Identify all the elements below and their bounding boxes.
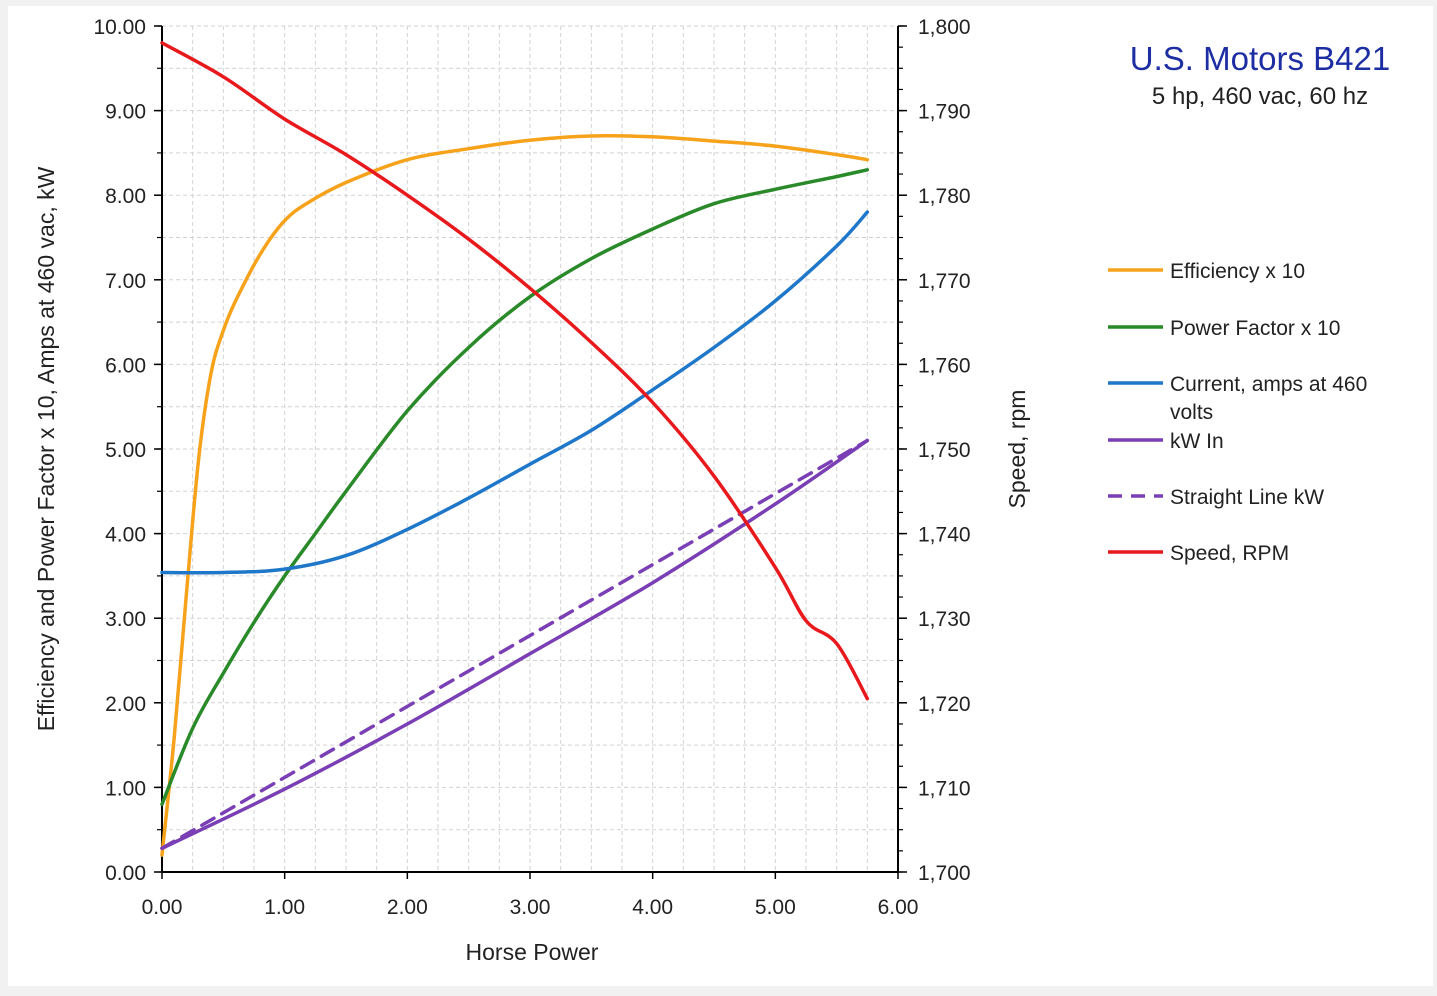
- y-tick-label: 4.00: [105, 524, 146, 547]
- legend-label-line: volts: [1170, 401, 1213, 424]
- y2-tick-label: 1,710: [918, 777, 971, 800]
- series-line-straight-line-kw: [160, 438, 870, 851]
- y-tick-label: 3.00: [105, 608, 146, 631]
- x-axis-title: Horse Power: [466, 939, 599, 965]
- x-tick-label: 6.00: [878, 896, 919, 919]
- chart-subtitle: 5 hp, 460 vac, 60 hz: [1152, 83, 1368, 110]
- legend-label-kw-in: kW In: [1170, 430, 1224, 453]
- series-line-efficiency-x-10: [160, 134, 870, 857]
- legend: Efficiency x 10 Power Factor x 10 Current,…: [1108, 260, 1367, 565]
- series-layer: [160, 41, 870, 857]
- legend-label-straight-line-kw: Straight Line kW: [1170, 486, 1324, 509]
- x-tick-label: 5.00: [755, 896, 796, 919]
- y-tick-label: 8.00: [105, 185, 146, 208]
- y-tick-label: 1.00: [105, 777, 146, 800]
- y-tick-label: 6.00: [105, 354, 146, 377]
- y2-axis-title: Speed, rpm: [1004, 390, 1030, 509]
- legend-label-speed-rpm: Speed, RPM: [1170, 542, 1289, 565]
- x-tick-label: 3.00: [510, 896, 551, 919]
- y2-tick-label: 1,730: [918, 608, 971, 631]
- y2-tick-label: 1,700: [918, 862, 971, 885]
- x-tick-label: 1.00: [264, 896, 305, 919]
- legend-label-efficiency-x-10: Efficiency x 10: [1170, 260, 1305, 283]
- y-tick-label: 2.00: [105, 693, 146, 716]
- x-tick-label: 0.00: [142, 896, 183, 919]
- y-tick-label: 0.00: [105, 862, 146, 885]
- y-axis-title: Efficiency and Power Factor x 10, Amps a…: [33, 166, 59, 731]
- y2-tick-label: 1,740: [918, 524, 971, 547]
- series-line-speed-rpm: [160, 41, 870, 701]
- chart-title: U.S. Motors B421: [1130, 40, 1390, 77]
- series-line-current-amps-at-460-volts: [160, 210, 870, 575]
- legend-label-line: Current, amps at 460: [1170, 373, 1367, 396]
- x-tick-label: 4.00: [632, 896, 673, 919]
- y2-tick-label: 1,720: [918, 693, 971, 716]
- series-line-kw-in: [160, 438, 870, 851]
- y2-tick-label: 1,780: [918, 185, 971, 208]
- y-tick-label: 7.00: [105, 270, 146, 293]
- y2-tick-label: 1,750: [918, 439, 971, 462]
- x-tick-label: 2.00: [387, 896, 428, 919]
- y2-tick-label: 1,790: [918, 101, 971, 124]
- y-tick-label: 10.00: [93, 16, 146, 39]
- legend-label-current-amps-at-460-volts: Current, amps at 460 volts: [1170, 373, 1367, 424]
- y-tick-label: 5.00: [105, 439, 146, 462]
- legend-label-power-factor-x-10: Power Factor x 10: [1170, 317, 1340, 340]
- y2-tick-label: 1,770: [918, 270, 971, 293]
- y2-tick-label: 1,760: [918, 354, 971, 377]
- y2-tick-label: 1,800: [918, 16, 971, 39]
- series-line-power-factor-x-10: [160, 168, 870, 807]
- y-tick-label: 9.00: [105, 101, 146, 124]
- axes: 0.00 1.00 2.00 3.00 4.00 5.00 6.00 0.00 1.00 2.00…: [93, 16, 970, 919]
